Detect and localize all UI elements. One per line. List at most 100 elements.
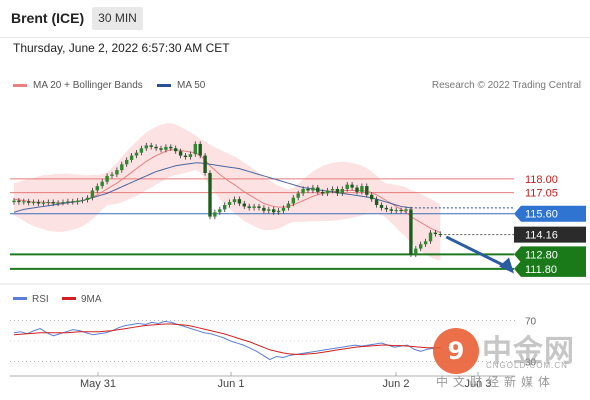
candle-body	[203, 155, 207, 174]
candle-body	[213, 212, 217, 217]
rsi-ma-swatch	[62, 297, 76, 300]
chart-datetime: Thursday, June 2, 2022 6:57:30 AM CET	[13, 41, 230, 55]
candle-body	[31, 202, 36, 204]
rsi-legend-label: RSI	[32, 294, 49, 305]
level-tag-111.80	[514, 260, 586, 277]
candle-body	[223, 204, 227, 210]
candle-body	[389, 209, 393, 211]
bollinger-band-layer	[14, 123, 441, 261]
candle-body	[85, 197, 90, 200]
candlestick-layer	[12, 141, 442, 258]
rsi-legend: RSI 9MA	[13, 294, 102, 305]
header-bar: Brent (ICE) 30 MIN	[0, 0, 590, 38]
timeframe-badge[interactable]: 30 MIN	[92, 7, 143, 30]
candle-body	[129, 155, 134, 160]
candle-body	[144, 145, 148, 149]
forecast-arrow-head	[499, 257, 514, 274]
chart-credit: Research © 2022 Trading Central	[431, 80, 581, 91]
candle-body	[409, 209, 413, 255]
rsi-ma-legend-label: 9MA	[81, 294, 102, 305]
candle-body	[149, 145, 153, 147]
x-tick-label: Jun 1	[218, 378, 245, 390]
candle-body	[311, 187, 315, 191]
candle-body	[291, 197, 295, 204]
current-price-label: 114.16	[525, 230, 558, 242]
legend-ma50: MA 50	[157, 80, 205, 91]
ma50-swatch	[157, 84, 171, 87]
candle-body	[374, 199, 379, 205]
candle-body	[27, 201, 31, 203]
candle-body	[178, 151, 183, 156]
level-label-112.80: 112.80	[525, 249, 558, 261]
candle-body	[419, 244, 423, 249]
candle-body	[321, 191, 325, 194]
candle-body	[22, 201, 26, 203]
current-price-tag	[514, 226, 586, 243]
candle-body	[350, 184, 354, 188]
candle-body	[414, 248, 418, 255]
x-tick-label: Jun 3	[465, 378, 492, 390]
candle-body	[252, 206, 256, 208]
x-tick-label: May 31	[80, 378, 116, 390]
candle-body	[80, 199, 85, 201]
candle-body	[399, 210, 403, 212]
candle-body	[242, 203, 246, 207]
candle-body	[384, 207, 389, 210]
rsi-swatch	[13, 297, 27, 300]
candle-body	[159, 148, 163, 150]
forecast-arrow-shaft	[445, 235, 509, 269]
level-label-115.60: 115.60	[525, 209, 558, 221]
candle-body	[247, 206, 251, 208]
candle-body	[208, 173, 212, 217]
level-label-118.00: 118.00	[525, 174, 558, 186]
candle-body	[139, 148, 144, 153]
candle-body	[438, 234, 442, 236]
x-axis: May 31 Jun 1 Jun 2 Jun 3	[10, 372, 515, 390]
candle-body	[90, 190, 95, 198]
level-label-111.80: 111.80	[525, 264, 557, 276]
logo-glyph: 9	[447, 337, 465, 365]
candle-body	[125, 159, 129, 165]
candle-body	[188, 154, 193, 158]
watermark-url: CNGOLD.COM.CN	[486, 361, 568, 370]
candle-body	[41, 202, 46, 204]
rsi-ma-line	[13, 323, 441, 355]
candle-body	[115, 170, 119, 175]
level-tag-115.60	[514, 205, 586, 222]
candle-body	[17, 200, 21, 203]
candle-body	[257, 206, 261, 208]
candle-body	[100, 181, 104, 187]
candle-body	[262, 207, 266, 211]
candle-body	[36, 202, 41, 204]
rsi-panel: 70 30	[10, 316, 537, 369]
candle-body	[281, 207, 286, 211]
rsi-tick-30: 30	[525, 358, 537, 369]
candle-body	[134, 152, 139, 156]
candle-body	[227, 202, 232, 205]
watermark: 9 中金网 CNGOLD.COM.CN 中文财经新媒体	[430, 326, 590, 390]
candle-body	[365, 186, 369, 195]
candle-body	[193, 143, 197, 155]
ma20-legend-label: MA 20 + Bollinger Bands	[33, 80, 143, 91]
candle-body	[276, 210, 281, 213]
candle-body	[232, 199, 237, 203]
candle-body	[296, 193, 300, 198]
candle-body	[110, 174, 114, 176]
candle-body	[105, 175, 109, 182]
candle-body	[174, 148, 178, 152]
rsi-tick-70: 70	[525, 316, 537, 327]
candle-body	[433, 232, 438, 235]
candle-body	[12, 200, 16, 203]
candle-body	[316, 187, 320, 192]
legend-ma20: MA 20 + Bollinger Bands	[13, 80, 143, 91]
ma20-swatch	[13, 84, 27, 87]
candle-body	[423, 241, 428, 245]
candle-body	[404, 209, 408, 211]
candle-body	[95, 186, 99, 191]
instrument-title: Brent (ICE)	[11, 10, 85, 26]
candle-body	[360, 186, 364, 192]
cngold-logo-icon: 9	[433, 328, 479, 374]
watermark-tagline: 中文财经新媒体	[436, 375, 556, 389]
candle-body	[267, 209, 271, 211]
